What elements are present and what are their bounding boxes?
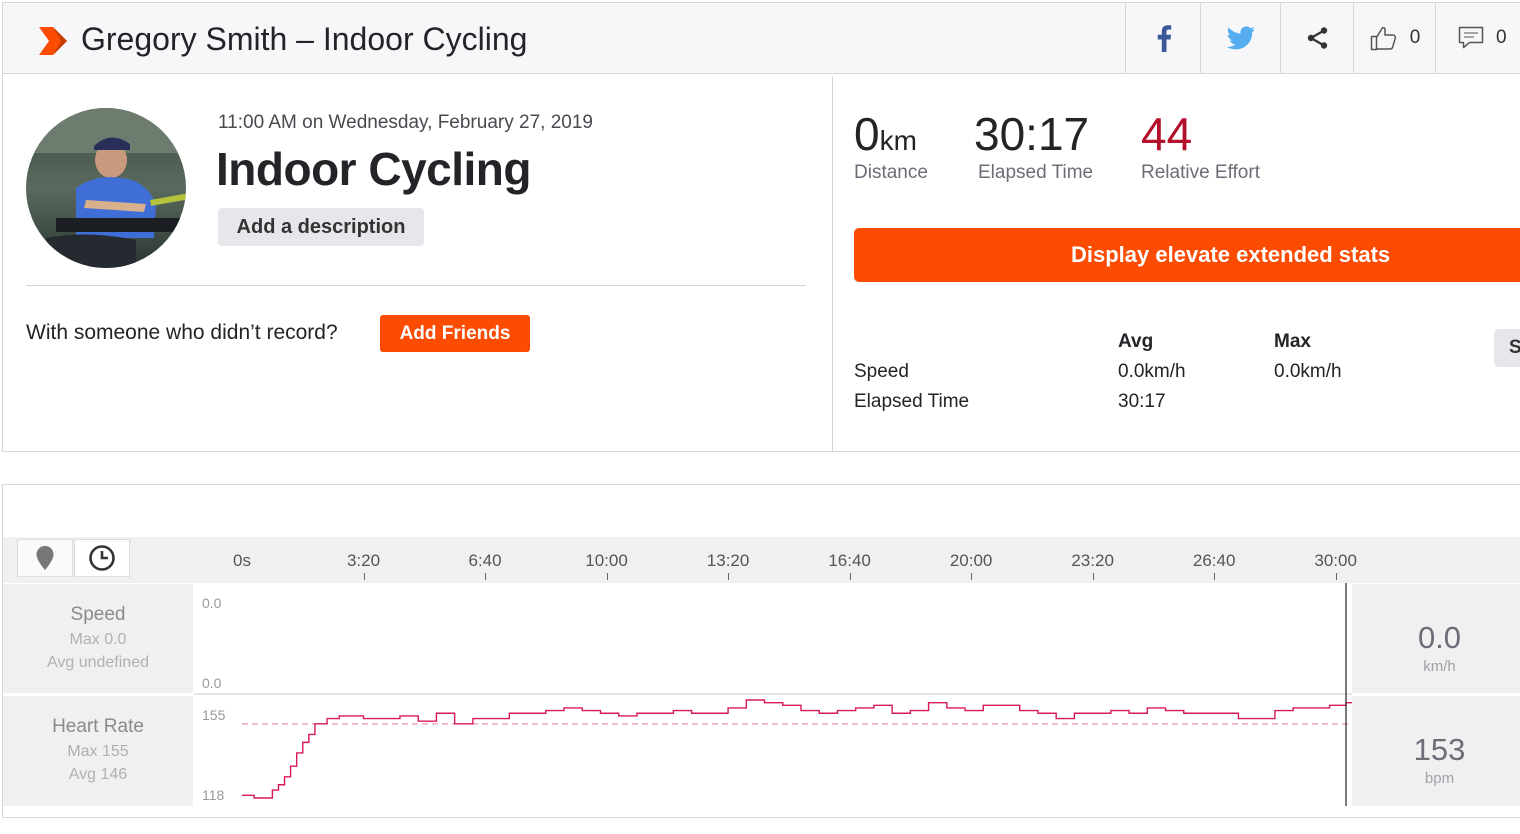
heart-rate-y-top: 155	[202, 707, 226, 723]
activity-name[interactable]: Indoor Cycling	[216, 143, 532, 195]
x-tick-label: 26:40	[1192, 551, 1236, 570]
x-tick-mark	[363, 573, 365, 580]
summary-divider	[832, 76, 833, 451]
x-tick-label: 0s	[233, 551, 251, 570]
speed-y-top: 0.0	[202, 595, 222, 611]
x-tick-label: 23:20	[1071, 551, 1114, 570]
stat-elapsed-time: 30:17 Elapsed Time	[974, 108, 1093, 184]
distance-value: 0	[854, 108, 880, 160]
x-tick-label: 10:00	[585, 551, 628, 570]
activity-datetime: 11:00 AM on Wednesday, February 27, 2019	[218, 112, 593, 133]
distance-label: Distance	[854, 162, 928, 183]
comments-count: 0	[1496, 27, 1507, 48]
add-friends-button[interactable]: Add Friends	[380, 315, 530, 352]
facebook-share-button[interactable]	[1125, 3, 1201, 73]
stat-distance: 0km Distance	[854, 108, 928, 184]
table-row-label-speed: Speed	[854, 361, 909, 382]
speed-max: Max 0.0	[69, 631, 127, 648]
heart-rate-name: Heart Rate	[52, 716, 144, 737]
heart-rate-unit: bpm	[1424, 770, 1455, 787]
time-toggle-button[interactable]	[74, 539, 130, 577]
speed-value: 0.0	[1417, 620, 1462, 655]
heart-rate-row-label[interactable]: Heart Rate Max 155 Avg 146	[3, 696, 193, 806]
kudos-count: 0	[1409, 27, 1421, 48]
distance-toggle-button[interactable]	[17, 539, 73, 577]
analysis-chart-panel	[2, 484, 1520, 818]
speed-name: Speed	[70, 604, 126, 625]
table-header-avg: Avg	[1118, 331, 1154, 352]
comment-icon	[1458, 26, 1484, 49]
add-description-button[interactable]: Add a description	[218, 208, 424, 246]
chart-time-axis	[3, 537, 1520, 583]
comments-button[interactable]: 0	[1435, 3, 1520, 73]
x-tick-label: 13:20	[706, 551, 750, 570]
speed-current-value: 0.0 km/h	[1352, 584, 1520, 693]
x-tick-mark	[849, 573, 851, 580]
x-tick-label: 3:20	[346, 551, 381, 570]
speed-unit: km/h	[1423, 658, 1456, 675]
kudos-button[interactable]: 0	[1353, 3, 1436, 73]
with-someone-prompt: With someone who didn’t record?	[26, 321, 338, 344]
strava-logo-icon	[39, 27, 67, 55]
page-title: Gregory Smith – Indoor Cycling	[81, 21, 528, 57]
summary-separator	[26, 285, 806, 286]
activity-header: Gregory Smith – Indoor Cycling 0 0	[2, 2, 1520, 74]
twitter-share-button[interactable]	[1200, 3, 1281, 73]
side-panel-tab[interactable]: S	[1494, 329, 1520, 367]
share-icon	[1307, 27, 1327, 49]
table-cell-speed-avg: 0.0km/h	[1118, 361, 1186, 382]
x-tick-mark	[1092, 573, 1094, 580]
x-tick-label: 16:40	[828, 551, 871, 570]
twitter-icon	[1226, 26, 1255, 50]
heart-rate-avg: Avg 146	[68, 766, 128, 783]
speed-y-bottom: 0.0	[202, 675, 222, 691]
x-tick-mark	[1335, 573, 1337, 580]
athlete-avatar[interactable]	[26, 108, 186, 268]
table-header-max: Max	[1274, 331, 1311, 352]
x-tick-label: 30:00	[1314, 551, 1357, 570]
speed-avg: Avg undefined	[46, 654, 149, 671]
heart-rate-max: Max 155	[67, 743, 129, 760]
table-cell-elapsed-avg: 30:17	[1118, 391, 1166, 412]
activity-summary	[2, 74, 1520, 452]
elevate-extended-stats-button[interactable]: Display elevate extended stats	[854, 228, 1520, 282]
heart-rate-y-bottom: 118	[202, 787, 225, 803]
distance-unit: km	[879, 125, 917, 156]
x-tick-mark	[728, 573, 730, 580]
map-pin-icon	[36, 546, 54, 570]
elapsed-label: Elapsed Time	[978, 162, 1094, 183]
effort-label: Relative Effort	[1141, 162, 1260, 183]
x-tick-mark	[606, 573, 608, 580]
speed-row-label[interactable]: Speed Max 0.0 Avg undefined	[3, 584, 193, 693]
x-tick-label: 6:40	[468, 551, 502, 570]
x-tick-mark	[971, 573, 973, 580]
heart-rate-value: 153	[1413, 732, 1466, 767]
facebook-icon	[1157, 25, 1171, 52]
x-tick-mark	[485, 573, 487, 580]
effort-value: 44	[1141, 108, 1193, 160]
stat-relative-effort[interactable]: 44 Relative Effort	[1141, 108, 1260, 184]
elapsed-value: 30:17	[974, 108, 1090, 160]
table-cell-speed-max: 0.0km/h	[1274, 361, 1342, 382]
x-tick-label: 20:00	[949, 551, 993, 570]
thumbs-up-icon	[1370, 26, 1396, 51]
heart-rate-current-value: 153 bpm	[1352, 696, 1520, 806]
clock-icon	[89, 545, 115, 571]
athlete-photo	[26, 108, 186, 268]
table-row-label-elapsed: Elapsed Time	[854, 391, 970, 412]
share-button[interactable]	[1280, 3, 1354, 73]
x-tick-mark	[1214, 573, 1216, 580]
